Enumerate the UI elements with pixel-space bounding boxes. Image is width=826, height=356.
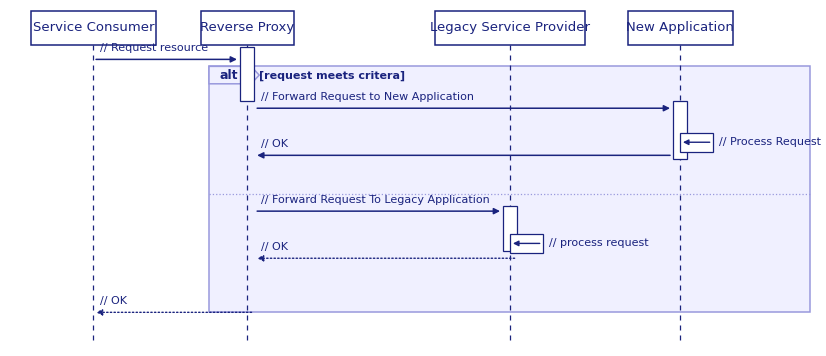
Text: // Request resource: // Request resource	[100, 43, 208, 53]
Text: // process request: // process request	[549, 239, 648, 248]
Bar	[673, 101, 687, 159]
Text: // Forward Request to New Application: // Forward Request to New Application	[261, 92, 474, 102]
Bar	[201, 11, 293, 46]
Text: // Process Request: // Process Request	[719, 137, 821, 147]
Text: [request meets critera]: [request meets critera]	[259, 70, 406, 81]
Bar	[435, 11, 585, 46]
Text: // OK: // OK	[261, 242, 287, 252]
Text: Service Consumer: Service Consumer	[32, 21, 154, 35]
Bar	[31, 11, 156, 46]
Text: Legacy Service Provider: Legacy Service Provider	[430, 21, 590, 35]
Bar	[209, 66, 809, 312]
Bar	[240, 47, 254, 101]
Bar	[628, 11, 733, 46]
Text: New Application: New Application	[626, 21, 734, 35]
Text: // OK: // OK	[261, 139, 287, 149]
Text: alt: alt	[220, 69, 239, 82]
Polygon shape	[209, 66, 259, 84]
Bar	[510, 234, 543, 253]
Text: Reverse Proxy: Reverse Proxy	[200, 21, 294, 35]
Text: // Forward Request To Legacy Application: // Forward Request To Legacy Application	[261, 195, 490, 205]
Bar	[680, 133, 713, 152]
Bar	[503, 206, 517, 251]
Text: // OK: // OK	[100, 296, 126, 306]
